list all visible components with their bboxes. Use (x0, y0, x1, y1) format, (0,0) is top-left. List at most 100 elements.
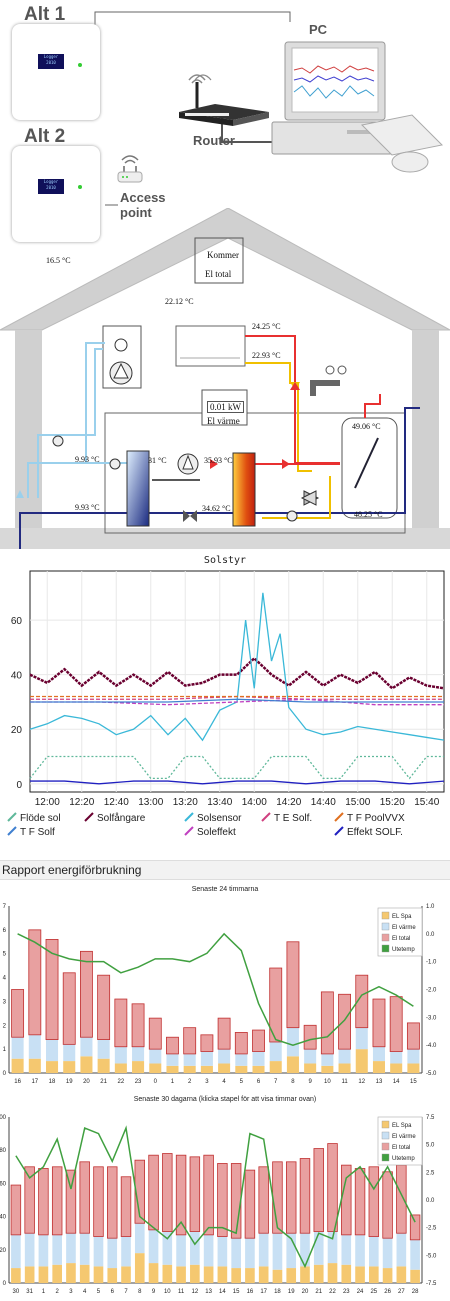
bar-segment (10, 1184, 22, 1236)
bar-segment (382, 1268, 393, 1283)
x-tick-label: 7 (274, 1079, 278, 1085)
bar-segment (338, 1049, 351, 1064)
series-line-0 (29, 755, 444, 780)
bar-segment (62, 972, 76, 1045)
y2-tick-label: -1.0 (426, 960, 437, 966)
x-tick-label: 12 (358, 1079, 365, 1085)
x-tick-label: 13:40 (207, 797, 232, 808)
logger-cabinet-2[interactable]: Logger 2010 (12, 146, 100, 242)
y2-tick-label: 0.0 (426, 1198, 435, 1204)
legend-label: T F PoolVVX (347, 813, 405, 824)
bar-segment (203, 1234, 214, 1267)
bar-segment (272, 1161, 283, 1234)
x-tick-label: 9 (308, 1079, 312, 1085)
bar-segment (341, 1264, 352, 1283)
outdoor-temp: 16.5 °C (46, 256, 71, 265)
x-tick-label: 13 (376, 1079, 383, 1085)
x-tick-label: 15:40 (414, 797, 439, 808)
bar-segment (389, 996, 403, 1052)
bar-segment (24, 1266, 35, 1283)
x-tick-label: 31 (26, 1289, 33, 1295)
bar-segment (245, 1238, 255, 1269)
x-tick-label: 20 (302, 1289, 309, 1295)
solar-chart[interactable]: 12:00 12:20 12:40 13:00 13:20 13:40 14:00 14:20… (0, 549, 450, 860)
y-tick-label: 0 (16, 780, 22, 791)
bar-segment (320, 991, 334, 1055)
x-tick-label: 10 (324, 1079, 331, 1085)
temp-993a: 9.93 °C (75, 455, 100, 464)
bar-segment (24, 1166, 35, 1234)
y2-tick-label: 2.5 (426, 1170, 435, 1176)
pc-icon (271, 41, 444, 173)
logger-cabinet-1[interactable]: Logger 2010 (12, 24, 100, 120)
bar-segment (45, 1039, 59, 1062)
bar-segment (390, 1051, 403, 1064)
bar-segment (66, 1233, 76, 1264)
y2-tick-label: 7.5 (426, 1115, 435, 1121)
x-tick-label: 11 (341, 1079, 348, 1085)
y2-tick-label: -5.0 (426, 1071, 437, 1077)
temp-2425: 24.25 °C (252, 322, 281, 331)
x-tick-label: 11 (178, 1289, 185, 1295)
legend-label: EL Spa (392, 1123, 412, 1129)
bar-segment (338, 993, 351, 1050)
legend-label: El värme (392, 925, 416, 931)
bar-chart-30d[interactable]: 0204060801007.55.02.50.0-2.5-5.0-7.53031… (0, 1090, 450, 1301)
bar-segment (38, 1266, 49, 1283)
pc-label: PC (309, 22, 328, 37)
y-tick-label: 60 (11, 616, 23, 627)
y-tick-label: 0 (3, 1281, 7, 1287)
bar-segment (200, 1034, 214, 1052)
bar-segment (149, 1063, 162, 1073)
x-tick-label: 15:20 (380, 797, 405, 808)
y-tick-label: 60 (0, 1181, 7, 1187)
x-tick-label: 6 (257, 1079, 261, 1085)
legend-label: Effekt SOLF. (347, 827, 403, 838)
y-tick-label: 100 (0, 1115, 7, 1121)
alt2-label: Alt 2 (24, 126, 66, 147)
x-tick-label: 13 (205, 1289, 212, 1295)
bar-segment (382, 1238, 393, 1269)
bar-segment (148, 1229, 159, 1264)
bar-segment (368, 1266, 379, 1283)
house-graphic (0, 207, 450, 549)
y-tick-label: 0 (3, 1071, 7, 1077)
bar-segment (368, 1236, 379, 1267)
legend-swatch (184, 826, 194, 836)
x-tick-label: 1 (171, 1079, 175, 1085)
y-tick-label: 20 (0, 1248, 7, 1254)
legend-label: T E Solf. (274, 813, 312, 824)
bar-segment (313, 1264, 324, 1283)
legend-swatch (381, 911, 390, 920)
legend-swatch (334, 812, 344, 822)
bar-segment (252, 1029, 265, 1052)
y-tick-label: 40 (11, 671, 23, 682)
legend-swatch (381, 944, 390, 953)
x-tick-label: 19 (66, 1079, 73, 1085)
bar-segment (286, 1233, 297, 1269)
el-varme-label: El värme (207, 416, 240, 426)
x-tick-label: 8 (291, 1079, 295, 1085)
x-tick-label: 22 (118, 1079, 125, 1085)
bar-segment (217, 1266, 228, 1283)
bar-chart-24h-panel: Senaste 24 timmarna 0 1 2 3 4 5 6 7 1.0 0.0 -1.0 -2… (0, 880, 450, 1090)
bar-segment (258, 1166, 269, 1234)
bar-segment (252, 1065, 265, 1073)
bar-segment (272, 1269, 283, 1283)
bar-segment (24, 1233, 35, 1267)
x-tick-label: 4 (222, 1079, 226, 1085)
bar-segment (218, 1049, 231, 1064)
bar-segment (410, 1269, 420, 1283)
bar-segment (131, 1003, 145, 1048)
bar-segment (148, 1017, 162, 1050)
bar-segment (338, 1063, 351, 1073)
x-tick-label: 12:20 (69, 797, 94, 808)
bar-segment (286, 941, 300, 1029)
bar-segment (231, 1268, 241, 1283)
bar-segment (245, 1268, 255, 1283)
bar-segment (286, 1027, 299, 1057)
legend-label: Solsensor (197, 813, 242, 824)
x-tick-label: 14 (393, 1079, 400, 1085)
bar-segment (396, 1164, 407, 1234)
